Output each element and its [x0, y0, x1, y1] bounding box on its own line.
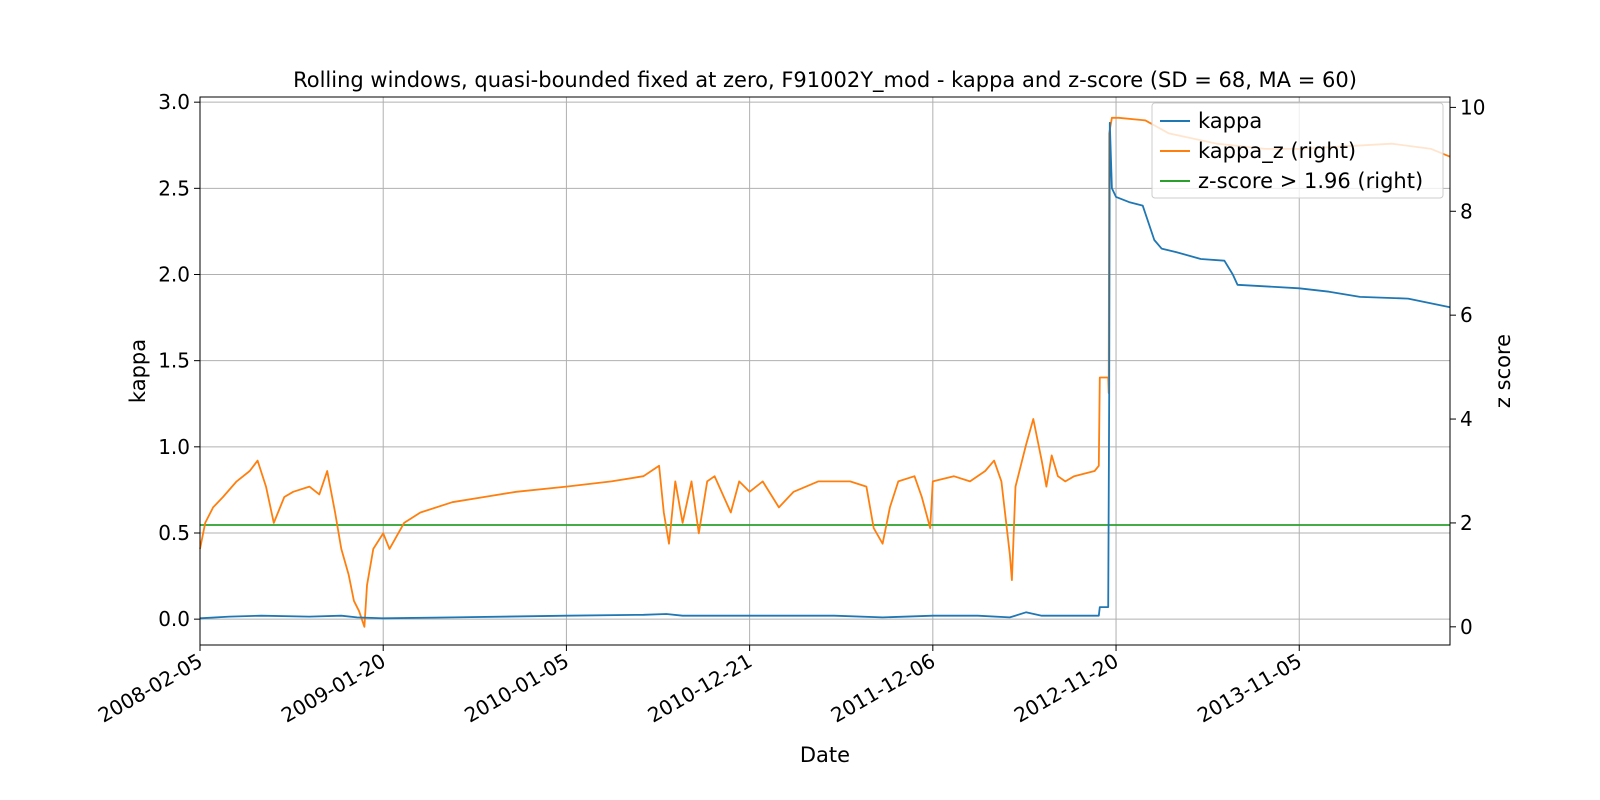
series-layer	[199, 116, 1451, 628]
plot-frame	[199, 96, 1451, 646]
x-axis-label: Date	[800, 743, 850, 767]
series-line-kappa-z-right	[199, 116, 1451, 628]
y-axis-right: 0 2 4 6 8 10	[1450, 95, 1485, 639]
y-right-tick-label: 8	[1460, 199, 1473, 223]
legend-label-kappa-z: kappa_z (right)	[1198, 139, 1356, 164]
y-left-tick-label: 0.5	[158, 521, 190, 545]
y-right-tick-label: 2	[1460, 511, 1473, 535]
grid	[199, 97, 1450, 645]
y-left-tick-label: 0.0	[158, 607, 190, 631]
y-right-tick-label: 0	[1460, 615, 1473, 639]
legend-label-kappa: kappa	[1198, 109, 1262, 133]
y-right-tick-label: 6	[1460, 303, 1473, 327]
y-left-tick-label: 3.0	[158, 90, 190, 114]
y-left-tick-label: 1.5	[158, 349, 190, 373]
series-line-kappa	[199, 121, 1451, 620]
y-axis-right-label: z score	[1491, 334, 1515, 408]
legend-box	[1151, 102, 1444, 199]
y-left-tick-label: 1.0	[158, 435, 190, 459]
legend-label-threshold: z-score > 1.96 (right)	[1198, 169, 1423, 193]
chart-title: Rolling windows, quasi-bounded fixed at …	[293, 68, 1357, 93]
y-right-tick-label: 4	[1460, 407, 1473, 431]
y-axis-left: 0.0 0.5 1.0 1.5 2.0 2.5 3.0	[158, 90, 200, 631]
y-left-tick-label: 2.0	[158, 262, 190, 286]
y-axis-left-label: kappa	[126, 339, 150, 403]
legend: kappa kappa_z (right) z-score > 1.96 (ri…	[1151, 102, 1444, 199]
y-left-tick-label: 2.5	[158, 176, 190, 200]
y-right-tick-label: 10	[1460, 95, 1485, 119]
